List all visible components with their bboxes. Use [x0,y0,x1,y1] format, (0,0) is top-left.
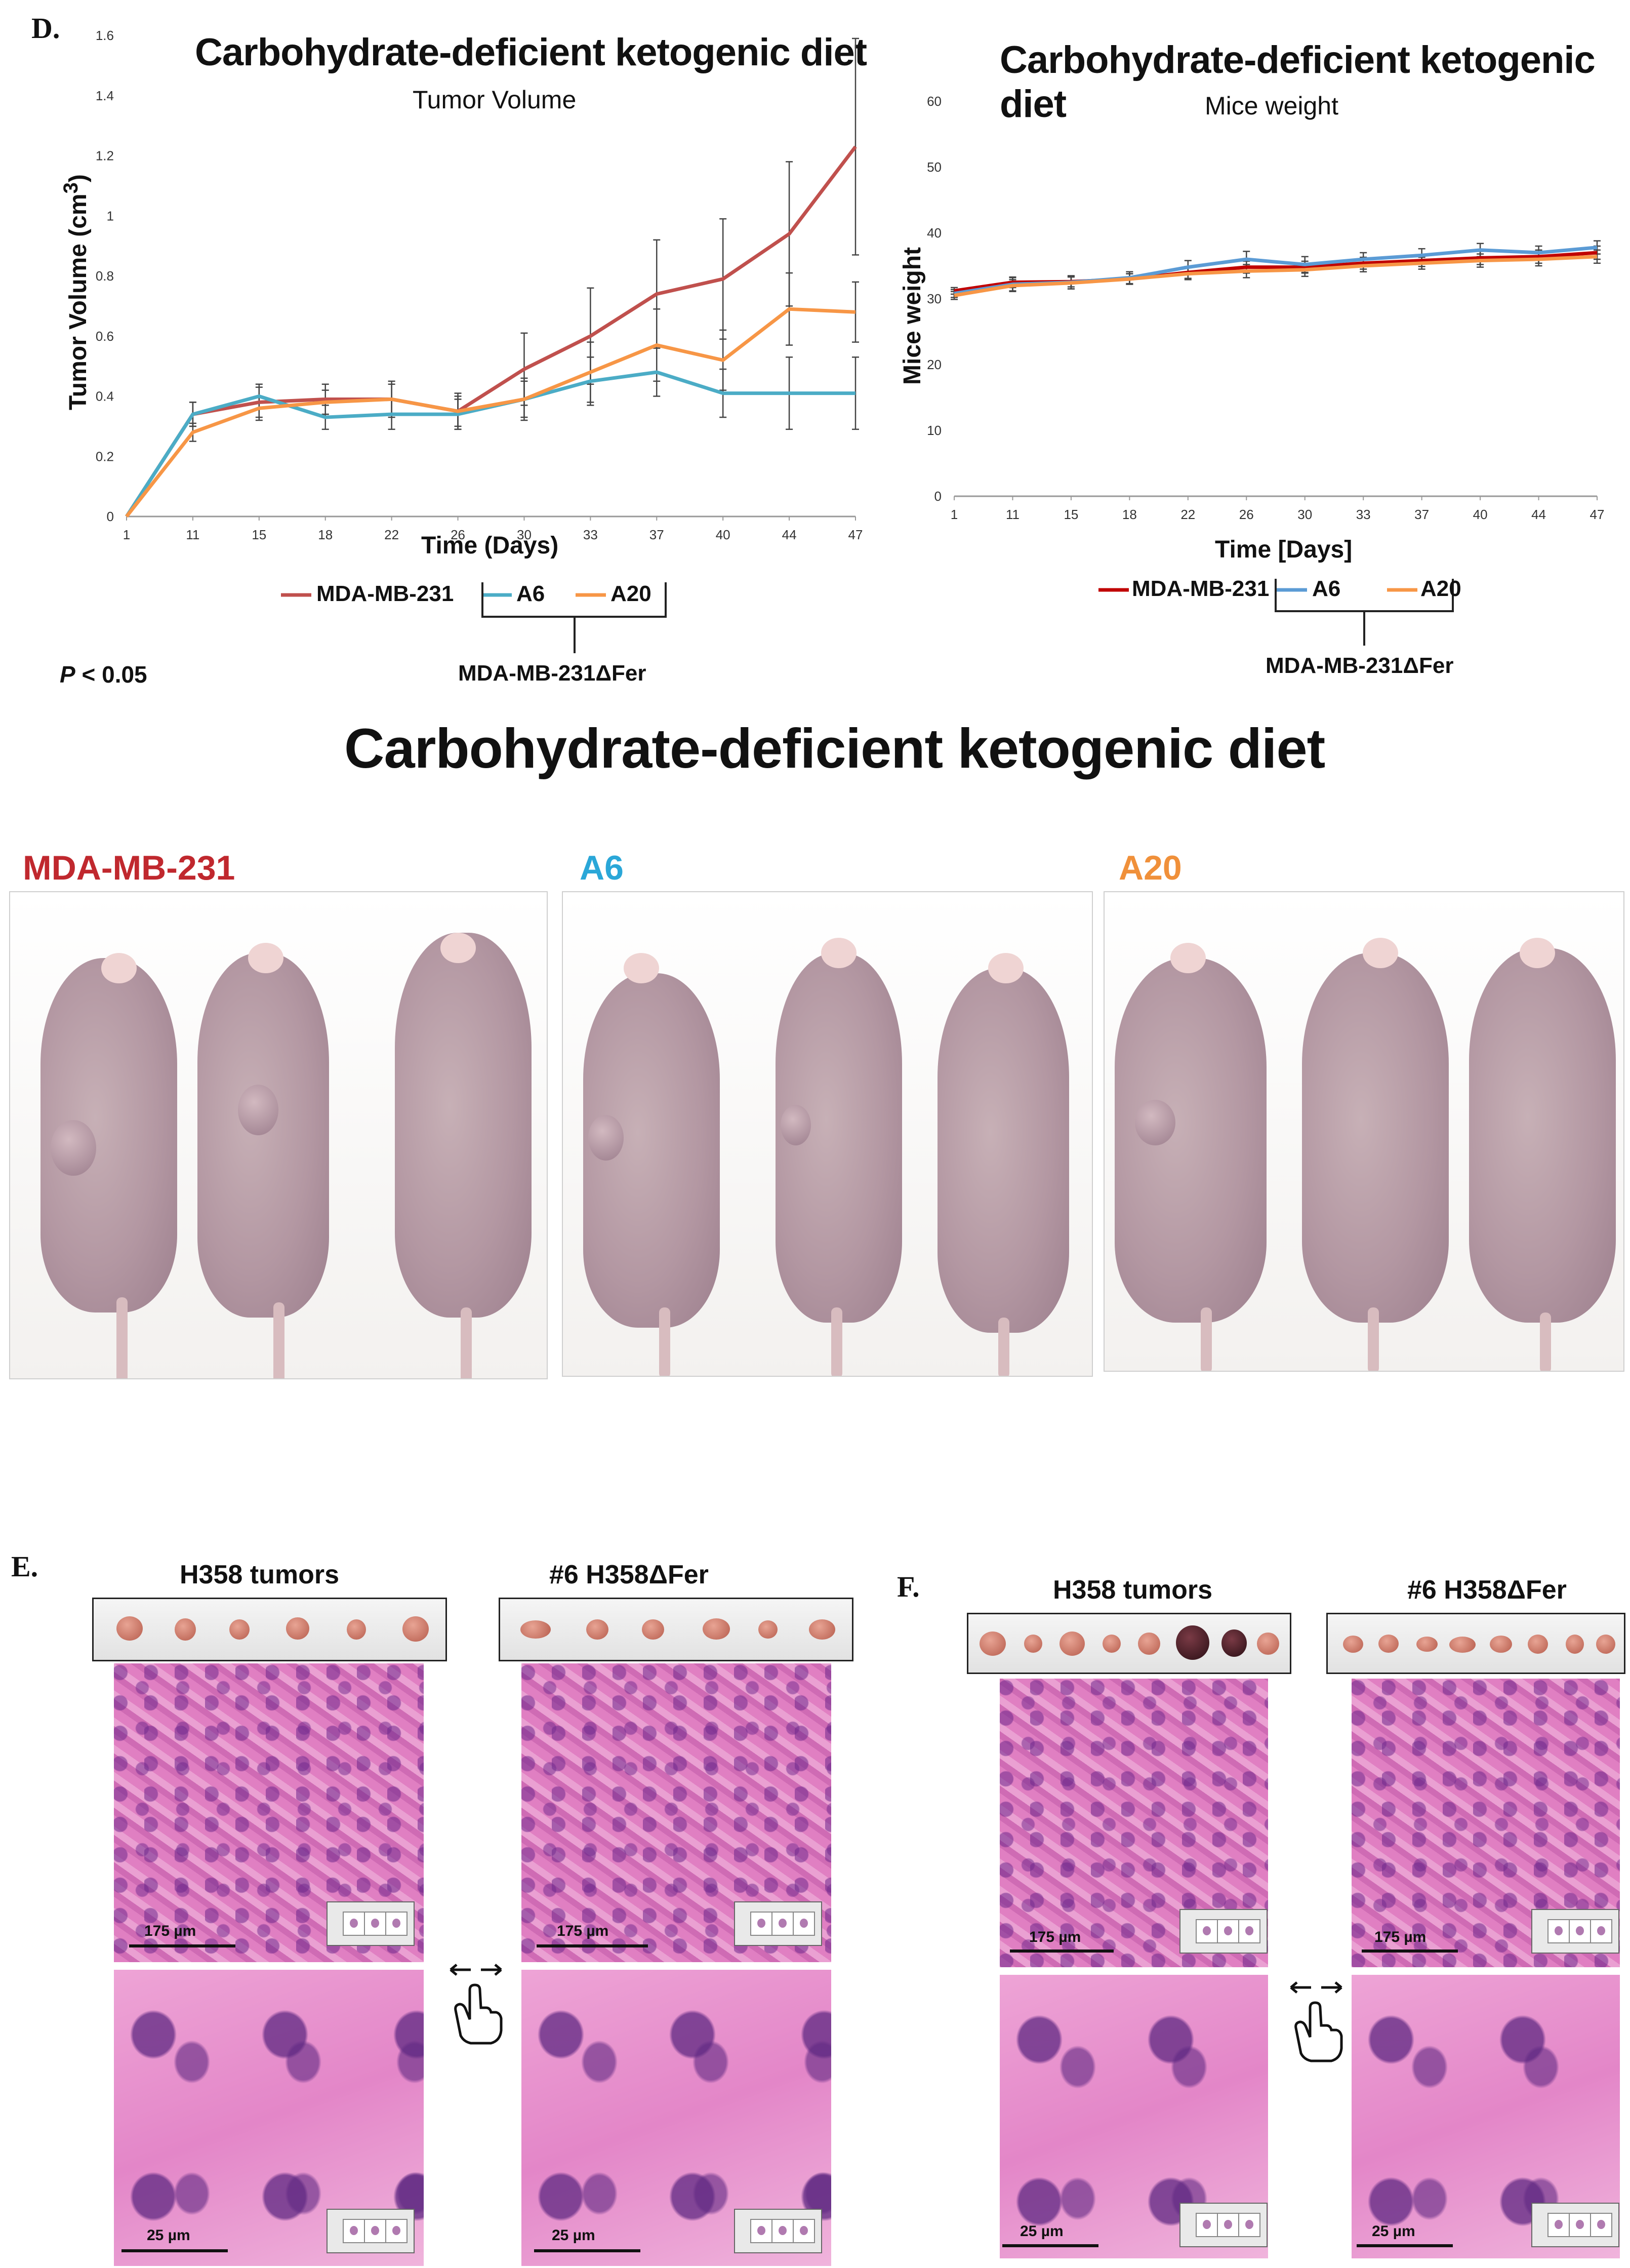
weight-legend-bracket [1098,579,1454,646]
tumor-legend-item-a20: A20 [610,581,651,606]
x-tick-label: 37 [649,527,664,542]
x-tick-label: 26 [451,527,465,542]
x-tick-label: 47 [1590,507,1605,522]
panel-f-right-histo-low: 175 µm [1352,1679,1620,1967]
y-tick-label: 1 [107,208,114,223]
x-tick-label: 30 [1297,507,1312,522]
x-tick-label: 1 [951,507,958,522]
photos-title: Carbohydrate-deficient ketogenic diet [344,718,1325,780]
tumor-chart-subtitle: Tumor Volume [413,86,577,114]
x-tick-label: 22 [1180,507,1195,522]
tumor-legend-group: MDA-MB-231ΔFer [458,661,646,686]
panel-f-left-scale-high: 25 µm [1020,2223,1064,2240]
weight-legend-group: MDA-MB-231ΔFer [1266,653,1454,678]
y-tick-label: 40 [927,225,942,241]
panel-f-left-histo-low: 175 µm [1000,1679,1268,1967]
x-tick-label: 11 [1006,507,1020,522]
panel-e-letter: E. [11,1550,38,1583]
panel-e-right-scale-high: 25 µm [552,2227,595,2244]
panel-f-right-scale-high: 25 µm [1372,2223,1415,2240]
panel-f-left-scale-low: 175 µm [1029,1929,1081,1945]
x-tick-label: 40 [716,527,730,542]
panel-d-letter: D. [31,12,60,45]
panel-e-right-histo-low: 175 µm [521,1663,831,1962]
y-tick-label: 1.6 [96,28,114,43]
weight-legend-item-a6: A6 [1312,576,1341,601]
tumor-legend-bracket [281,582,667,653]
mice-photo-a6 [562,891,1093,1377]
x-tick-label: 44 [782,527,797,542]
y-tick-label: 20 [927,357,942,372]
series-line-MDA-MB-231 [125,145,857,518]
panel-e-left-scale-high: 25 µm [147,2227,190,2244]
x-tick-label: 15 [252,527,266,542]
panel-e-left-histo-low: 175 µm [114,1663,424,1962]
y-tick-label: 0 [107,509,114,524]
y-tick-label: 0.8 [96,268,114,284]
panel-e-right-title: #6 H358ΔFer [549,1560,709,1589]
y-tick-label: 0 [934,489,942,504]
x-tick-label: 26 [1239,507,1254,522]
x-tick-label: 22 [384,527,399,542]
panel-f-swipe-hand-icon [1290,1981,1343,2062]
tumor-legend-item-mda: MDA-MB-231 [316,581,454,606]
panel-e-swipe-hand-icon [450,1964,503,2045]
x-tick-label: 1 [123,527,130,542]
y-tick-label: 1.4 [96,88,114,103]
x-tick-label: 11 [186,527,199,542]
photo-group-label-a20: A20 [1119,849,1182,887]
x-tick-label: 30 [517,527,532,542]
x-tick-label: 33 [1356,507,1371,522]
panel-f-left-tumor-strip [967,1613,1291,1674]
panel-f-right-tumor-strip [1326,1613,1625,1674]
y-tick-label: 0.2 [96,449,114,464]
weight-legend-item-mda: MDA-MB-231 [1132,576,1270,601]
panel-e-right-tumor-strip [499,1598,853,1661]
panel-f-right-title: #6 H358ΔFer [1407,1575,1567,1605]
x-tick-label: 47 [848,527,863,542]
x-tick-label: 15 [1064,507,1078,522]
panel-e-right-histo-high: 25 µm [521,1970,831,2266]
y-tick-label: 60 [927,94,942,109]
panel-e-left-scale-low: 175 µm [144,1923,196,1939]
x-tick-label: 18 [1122,507,1137,522]
panel-f-right-scale-low: 175 µm [1374,1929,1427,1945]
photo-group-label-a6: A6 [580,849,624,887]
y-tick-label: 0.4 [96,389,114,404]
tumor-chart-title: Carbohydrate-deficient ketogenic diet [195,31,867,74]
panel-f-right-histo-high: 25 µm [1352,1975,1620,2258]
x-tick-label: 44 [1531,507,1546,522]
panel-e-left-histo-high: 25 µm [114,1970,424,2266]
y-tick-label: 50 [927,160,942,175]
y-tick-label: 10 [927,423,942,438]
x-tick-label: 18 [318,527,333,542]
panel-e-left-tumor-strip [92,1598,447,1661]
weight-chart-xlabel: Time [Days] [1215,536,1353,563]
mice-photo-a20 [1104,891,1624,1372]
p-value: P < 0.05 [60,661,147,688]
y-tick-label: 0.6 [96,329,114,344]
tumor-legend-item-a6: A6 [516,581,545,606]
y-tick-label: 1.2 [96,148,114,164]
panel-f-left-title: H358 tumors [1053,1575,1212,1605]
photo-group-label-mda: MDA-MB-231 [23,849,235,887]
panel-f-letter: F. [897,1570,920,1603]
panel-e-left-title: H358 tumors [180,1560,339,1589]
weight-legend-item-a20: A20 [1420,576,1461,601]
weight-chart-subtitle: Mice weight [1205,92,1338,120]
tumor-volume-chart: 00.20.40.60.811.21.41.61 11 15 18 22 26 30 33 37… [96,28,863,542]
series-line-A6 [125,370,855,518]
x-tick-label: 40 [1473,507,1488,522]
series-line-A20 [125,307,856,518]
panel-f-left-histo-high: 25 µm [1000,1975,1268,2258]
weight-chart-title: Carbohydrate-deficient ketogenic diet [1000,38,1596,126]
x-tick-label: 37 [1414,507,1429,522]
series-line-A20 [954,255,1598,297]
panel-e-right-scale-low: 175 µm [557,1923,609,1939]
tumor-chart-xlabel: Time (Days) [421,532,559,559]
x-tick-label: 33 [583,527,598,542]
mice-photo-mda [9,891,548,1379]
y-tick-label: 30 [927,291,942,306]
